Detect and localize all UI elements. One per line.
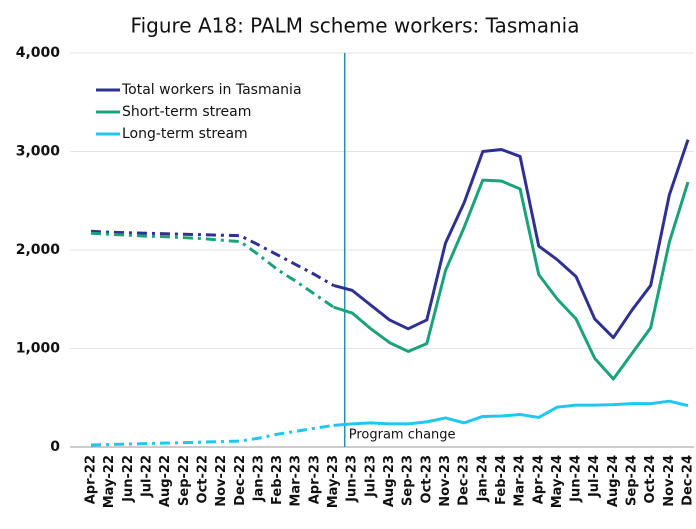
y-tick-label: 4,000 <box>16 45 61 61</box>
x-tick-label: Nov-24 <box>662 455 677 507</box>
legend-label: Short-term stream <box>122 104 251 120</box>
x-tick-label: Dec-24 <box>681 455 696 506</box>
x-tick-label: Apr-22 <box>84 455 99 504</box>
x-tick-label: Oct-22 <box>195 455 210 503</box>
x-tick-label: Feb-24 <box>494 455 509 505</box>
y-tick-label: 3,000 <box>16 144 61 160</box>
series-line-dashed <box>90 423 334 447</box>
x-tick-label: Feb-23 <box>270 455 285 505</box>
x-tick-label: Oct-24 <box>643 455 658 503</box>
x-tick-label: Dec-22 <box>233 455 248 506</box>
x-tick-label: Jul-24 <box>587 455 602 498</box>
series-line-dashed <box>90 229 335 287</box>
x-tick-label: Jul-23 <box>363 455 378 498</box>
series-line <box>333 139 690 340</box>
x-tick-label: Aug-23 <box>382 455 397 507</box>
x-tick-label: Nov-22 <box>214 455 229 507</box>
x-tick-label: Mar-24 <box>513 455 528 507</box>
x-tick-label: Nov-23 <box>438 455 453 507</box>
x-tick-label: Oct-23 <box>419 455 434 503</box>
annotation: Program change <box>349 428 456 443</box>
x-tick-label: Mar-23 <box>289 455 304 507</box>
x-tick-label: Jun-22 <box>121 455 136 503</box>
x-tick-label: May-23 <box>326 455 341 508</box>
series-line <box>333 399 689 427</box>
x-tick-label: Sep-23 <box>401 455 416 506</box>
x-tick-label: Jul-22 <box>139 455 154 498</box>
x-tick-label: Aug-24 <box>606 455 621 507</box>
series-line <box>333 178 690 381</box>
x-tick-label: Apr-24 <box>531 455 546 504</box>
x-tick-label: Sep-24 <box>625 455 640 506</box>
series-line-dashed <box>90 231 335 309</box>
y-tick-label: 0 <box>50 439 60 455</box>
x-tick-label: Jun-24 <box>569 455 584 503</box>
x-tick-label: May-22 <box>102 455 117 508</box>
x-tick-label: Apr-23 <box>307 455 322 504</box>
x-tick-label: Aug-22 <box>158 455 173 507</box>
x-tick-label: Jan-24 <box>475 455 490 502</box>
x-tick-label: Dec-23 <box>457 455 472 506</box>
legend-label: Long-term stream <box>122 126 248 142</box>
x-tick-label: Sep-22 <box>177 455 192 506</box>
legend-label: Total workers in Tasmania <box>121 82 302 98</box>
x-tick-label: May-24 <box>550 455 565 508</box>
x-tick-label: Jan-23 <box>251 455 266 502</box>
y-tick-label: 1,000 <box>16 341 61 357</box>
x-tick-label: Jun-23 <box>345 455 360 503</box>
chart-title: Figure A18: PALM scheme workers: Tasmani… <box>131 14 580 38</box>
y-tick-label: 2,000 <box>16 242 61 258</box>
